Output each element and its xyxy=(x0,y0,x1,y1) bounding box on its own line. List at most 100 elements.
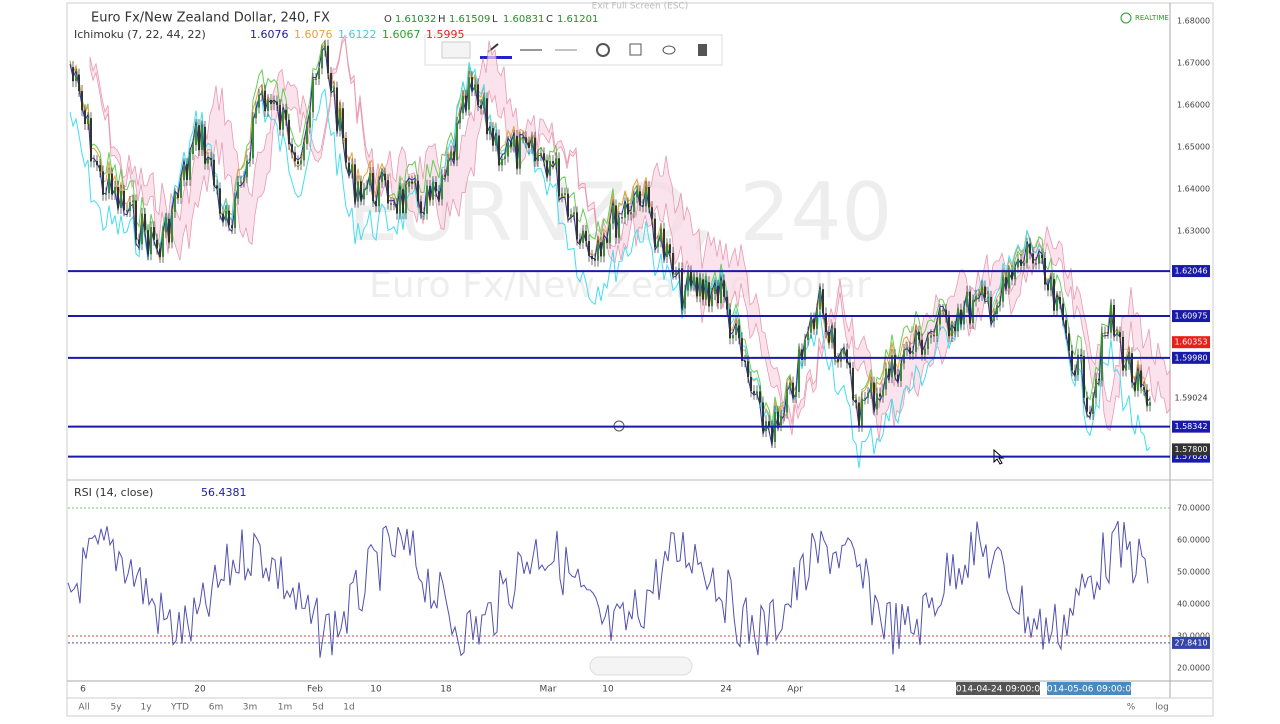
time-tick-label: 10 xyxy=(602,685,614,695)
candle xyxy=(357,181,359,202)
candle xyxy=(276,101,278,105)
candle xyxy=(222,213,224,221)
candle xyxy=(930,335,932,338)
candle xyxy=(105,193,107,195)
ohlc-value: 1.61509 xyxy=(449,14,490,25)
range-button[interactable]: YTD xyxy=(170,703,189,713)
range-button[interactable]: All xyxy=(78,703,89,713)
range-button[interactable]: 1m xyxy=(278,703,293,713)
candle xyxy=(870,382,872,393)
range-button[interactable]: 1y xyxy=(140,703,152,713)
rsi-last-bg xyxy=(1172,636,1210,649)
candle xyxy=(726,296,728,310)
candle xyxy=(1080,354,1082,357)
candle xyxy=(327,45,329,74)
candle xyxy=(807,332,809,340)
candle xyxy=(1089,411,1091,414)
candle xyxy=(267,100,269,112)
candle xyxy=(210,158,212,160)
candle xyxy=(1068,333,1070,351)
candle xyxy=(291,144,293,153)
exit-fullscreen[interactable]: Exit Full Screen (ESC) xyxy=(592,2,689,12)
candle xyxy=(972,300,974,324)
candle xyxy=(729,309,731,339)
candle xyxy=(1008,271,1010,289)
ichimoku-value: 1.5995 xyxy=(426,28,465,41)
candle xyxy=(1053,279,1055,311)
candle xyxy=(465,95,467,110)
candle xyxy=(288,119,290,145)
candle xyxy=(846,349,848,363)
rsi-nav xyxy=(589,656,693,676)
candle xyxy=(234,198,236,229)
realtime-icon xyxy=(1120,12,1132,24)
candle xyxy=(489,128,491,135)
candle xyxy=(1131,353,1133,383)
candle xyxy=(333,87,335,91)
candle xyxy=(363,189,365,200)
candle xyxy=(666,244,668,258)
candle xyxy=(447,159,449,176)
scale-button[interactable]: log xyxy=(1155,703,1169,713)
ichimoku-value: 1.6067 xyxy=(382,28,421,41)
candle xyxy=(795,392,797,397)
candle xyxy=(828,331,830,343)
candle xyxy=(180,180,182,198)
candle xyxy=(99,165,101,172)
candle xyxy=(396,204,398,214)
candle xyxy=(1101,332,1103,381)
price-tick-label: 1.66000 xyxy=(1177,101,1210,110)
range-button[interactable]: 1d xyxy=(343,703,354,713)
tool-visibility[interactable] xyxy=(662,45,676,55)
range-button[interactable]: 3m xyxy=(243,703,258,713)
candle xyxy=(1140,370,1142,388)
candle xyxy=(261,90,263,95)
scale-button[interactable]: % xyxy=(1127,703,1136,713)
candle xyxy=(270,100,272,105)
candle xyxy=(768,421,770,427)
candle xyxy=(318,68,320,79)
candle xyxy=(441,175,443,200)
candle xyxy=(1104,332,1106,334)
candle xyxy=(639,191,641,206)
candle xyxy=(492,128,494,146)
candle xyxy=(927,337,929,349)
range-button[interactable]: 6m xyxy=(209,703,224,713)
candle xyxy=(642,205,644,207)
candle xyxy=(819,289,821,310)
tool-button[interactable] xyxy=(441,41,471,59)
tool-settings[interactable] xyxy=(596,43,610,57)
nav-bar[interactable] xyxy=(589,656,693,676)
candle xyxy=(75,74,77,82)
candle xyxy=(390,203,392,205)
candle xyxy=(651,207,653,219)
range-button[interactable]: 5y xyxy=(110,703,122,713)
candle xyxy=(741,338,743,361)
candle xyxy=(1011,271,1013,280)
candle xyxy=(663,228,665,258)
tool-delete[interactable] xyxy=(698,44,707,56)
candle xyxy=(177,194,179,198)
candle xyxy=(822,289,824,314)
candle xyxy=(90,118,92,162)
candle xyxy=(315,78,317,80)
candle xyxy=(96,161,98,166)
candle xyxy=(498,135,500,166)
time-tick-label: 14 xyxy=(894,685,906,695)
candle xyxy=(990,296,992,322)
candle xyxy=(597,242,599,261)
candle xyxy=(204,126,206,164)
candle xyxy=(477,84,479,106)
candle xyxy=(111,173,113,194)
candle xyxy=(1014,267,1016,280)
candle xyxy=(1038,254,1040,264)
candle xyxy=(321,50,323,69)
candle xyxy=(501,159,503,166)
candle xyxy=(909,347,911,354)
range-button[interactable]: 5d xyxy=(312,703,323,713)
candle xyxy=(813,318,815,329)
ohlc-key: O xyxy=(384,14,392,25)
candle xyxy=(135,200,137,240)
candle xyxy=(627,203,629,215)
tool-clone[interactable] xyxy=(629,43,642,56)
